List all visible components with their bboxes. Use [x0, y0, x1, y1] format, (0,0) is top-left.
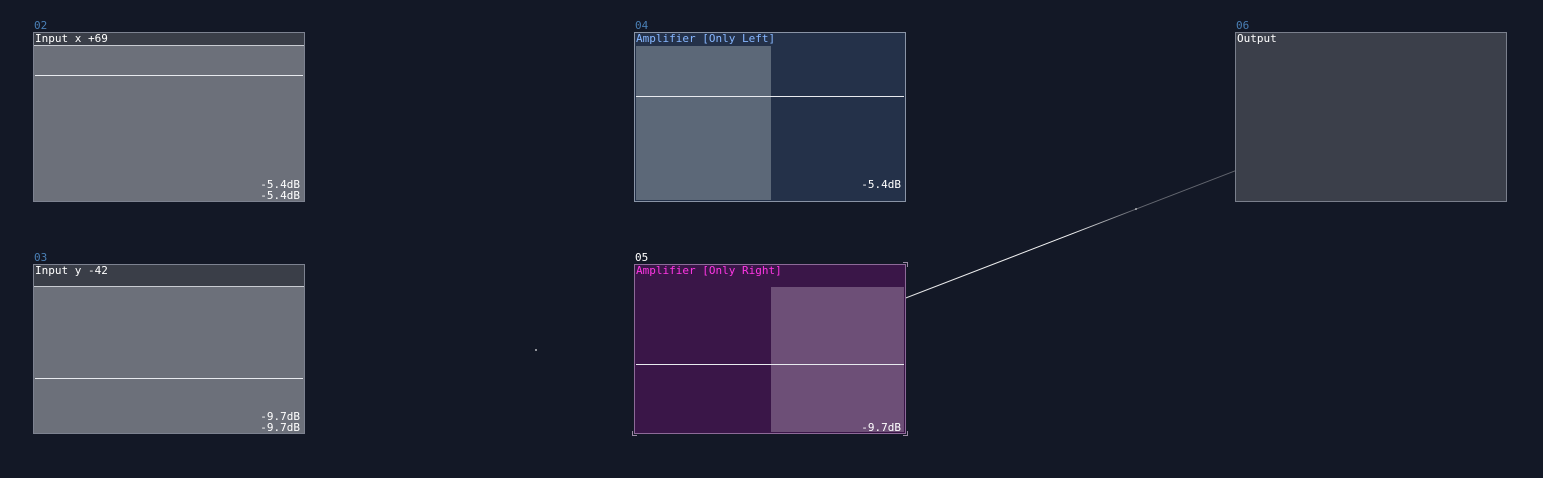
- meter-right: -5.4dB: [260, 189, 300, 202]
- node-id: 06: [1236, 19, 1250, 32]
- output-node[interactable]: 06 Output: [1235, 20, 1507, 202]
- level-line: [636, 364, 904, 365]
- node-title: Output: [1237, 32, 1277, 45]
- node-title: Input y -42: [34, 265, 304, 286]
- wire-dot: [1135, 208, 1137, 210]
- node-id: 03: [34, 251, 48, 264]
- level-line: [636, 96, 904, 97]
- meter-right: -9.7dB: [260, 421, 300, 434]
- amplifier-left-node[interactable]: 04 Amplifier [Only Left] -5.4dB: [634, 20, 906, 202]
- selection-corner: [632, 431, 637, 436]
- input-y-node[interactable]: 03 Input y -42 -9.7dB -9.7dB: [33, 252, 305, 434]
- node-id: 02: [34, 19, 48, 32]
- meter-left: -9.7dB: [260, 410, 300, 423]
- amplifier-right-node[interactable]: 05 Amplifier [Only Right] -9.7dB: [632, 252, 908, 436]
- meter: -5.4dB: [861, 178, 901, 191]
- node-id: 05: [635, 251, 649, 264]
- input-x-node[interactable]: 02 Input x +69 -5.4dB -5.4dB: [33, 20, 305, 202]
- selection-corner: [903, 431, 908, 436]
- amplifier-level-fill: [636, 46, 771, 200]
- node-id: 04: [635, 19, 649, 32]
- level-line: [35, 75, 303, 76]
- meter-left: -5.4dB: [260, 178, 300, 191]
- node-title: Amplifier [Only Right]: [636, 264, 782, 277]
- node-title: Amplifier [Only Left]: [636, 32, 776, 45]
- title-divider: [34, 45, 304, 46]
- selection-corner: [903, 262, 908, 267]
- node-title: Input x +69: [34, 33, 304, 45]
- level-line: [35, 378, 303, 379]
- meter: -9.7dB: [861, 421, 901, 434]
- amplifier-level-fill: [771, 287, 904, 432]
- title-divider: [34, 286, 304, 287]
- wire-dot: [535, 349, 537, 351]
